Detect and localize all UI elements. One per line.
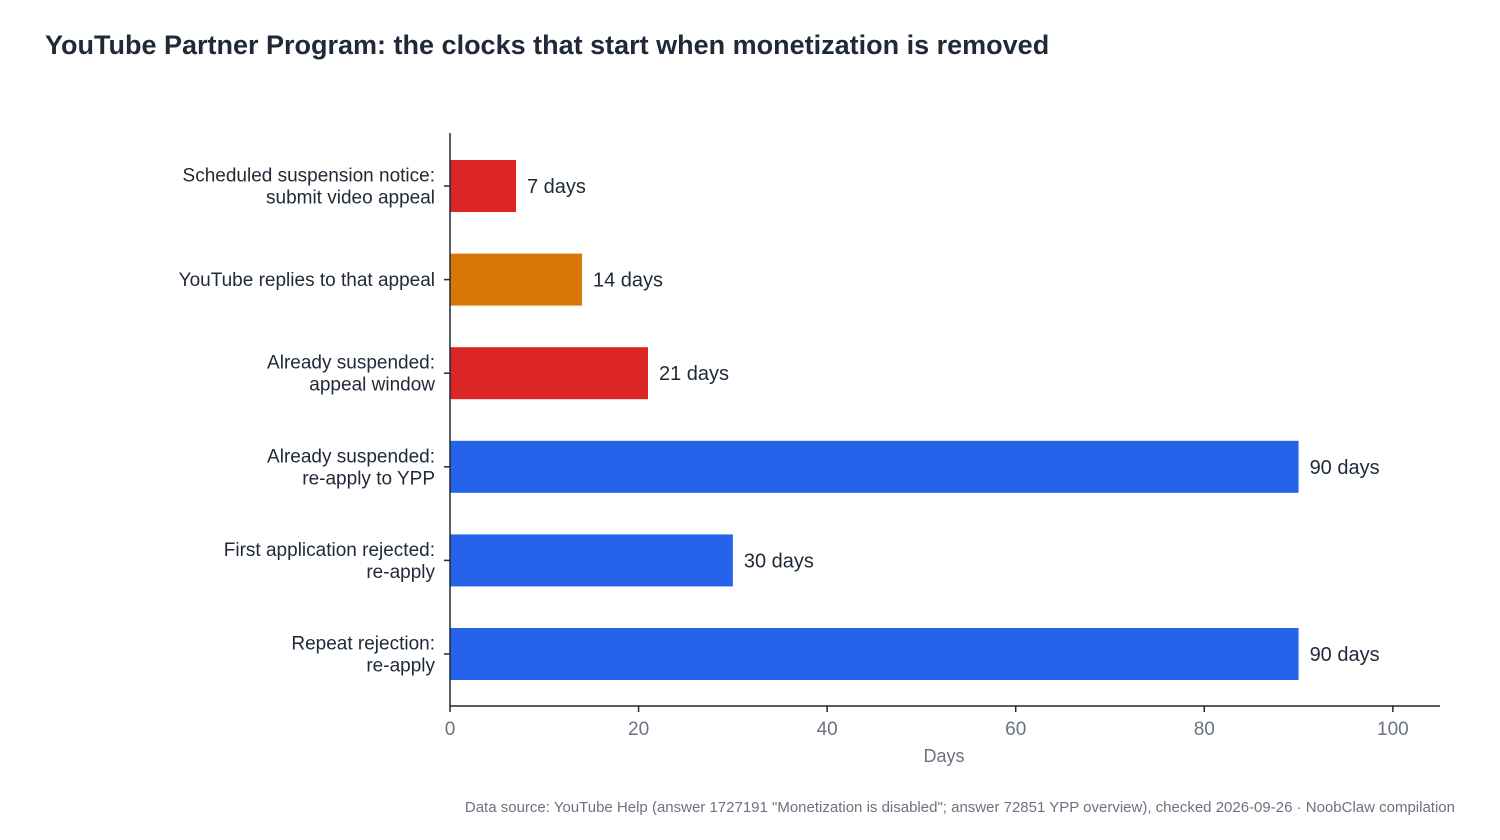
category-label-line: submit video appeal xyxy=(266,188,435,209)
category-label: Already suspended: appeal window xyxy=(267,353,435,396)
axes: 0 20 40 60 80 100 xyxy=(444,133,1440,740)
chart-title: YouTube Partner Program: the clocks that… xyxy=(45,30,1050,60)
bar xyxy=(450,440,1299,493)
category-label: Already suspended: re-apply to YPP xyxy=(267,446,435,489)
category-label-line: re-apply to YPP xyxy=(302,468,435,489)
category-label-line: Repeat rejection: xyxy=(291,634,435,655)
category-label-line: re-apply xyxy=(366,656,435,677)
value-label: 7 days xyxy=(527,176,586,198)
x-tick-label: 20 xyxy=(628,719,649,740)
category-label: First application rejected: re-apply xyxy=(224,540,436,583)
bar xyxy=(450,253,582,306)
bar xyxy=(450,160,516,212)
value-labels: 7 days 14 days 21 days 90 days 30 days 90 day… xyxy=(527,176,1380,666)
x-tick-label: 100 xyxy=(1377,719,1409,740)
bar xyxy=(450,534,733,587)
value-label: 90 days xyxy=(1310,457,1380,479)
category-label: YouTube replies to that appeal xyxy=(179,270,435,291)
source-note: Data source: YouTube Help (answer 172719… xyxy=(464,799,1455,816)
category-label: Scheduled suspension notice: submit video… xyxy=(183,166,435,209)
category-label-line: re-apply xyxy=(366,562,435,583)
category-label-line: Already suspended: xyxy=(267,353,435,374)
category-label: Repeat rejection: re-apply xyxy=(291,634,435,677)
x-tick-label: 0 xyxy=(445,719,456,740)
x-tick-label: 80 xyxy=(1194,719,1215,740)
bar xyxy=(450,347,648,400)
value-label: 21 days xyxy=(659,363,729,385)
x-tick-label: 40 xyxy=(817,719,838,740)
category-label-line: Scheduled suspension notice: xyxy=(183,166,435,187)
value-label: 90 days xyxy=(1310,644,1380,666)
bars-layer xyxy=(450,160,1299,680)
category-label-line: appeal window xyxy=(309,375,435,396)
value-label: 30 days xyxy=(744,550,814,572)
category-labels: Scheduled suspension notice: submit video… xyxy=(179,166,436,677)
x-axis-title: Days xyxy=(923,746,964,766)
category-label-line: YouTube replies to that appeal xyxy=(179,270,435,291)
x-tick-label: 60 xyxy=(1005,719,1026,740)
category-label-line: Already suspended: xyxy=(267,446,435,467)
category-label-line: First application rejected: xyxy=(224,540,435,561)
value-label: 14 days xyxy=(593,270,663,292)
bar xyxy=(450,628,1299,680)
